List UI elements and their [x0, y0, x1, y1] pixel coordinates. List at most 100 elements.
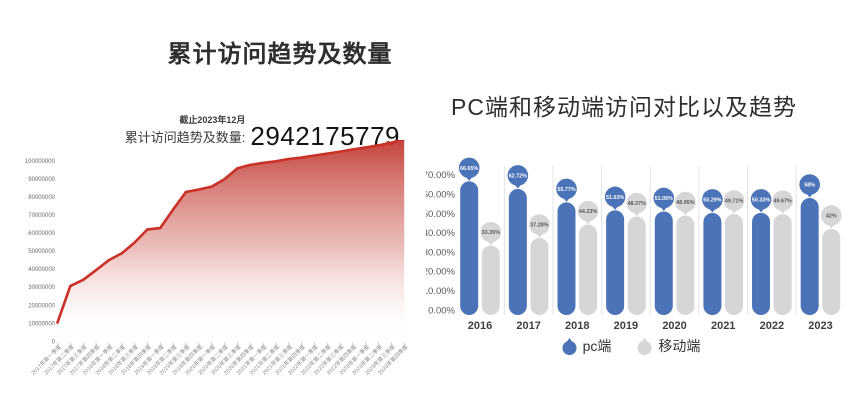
value-balloon	[750, 189, 772, 210]
value-label: 50.29%	[703, 197, 721, 203]
balloon-tail	[562, 196, 571, 202]
mobile-bar	[773, 214, 792, 315]
value-balloon	[723, 190, 745, 211]
right-y-tick: 60.00%	[426, 190, 456, 201]
value-balloon	[529, 214, 550, 235]
right-y-tick: 70.00%	[426, 170, 456, 181]
balloon-tail	[486, 240, 495, 246]
mobile-bar	[579, 224, 598, 315]
mobile-bar	[530, 238, 549, 315]
year-label: 2018	[565, 320, 589, 332]
pc-bar	[703, 212, 722, 315]
year-label: 2023	[808, 320, 832, 332]
left-y-tick: 90000000	[28, 177, 55, 183]
value-label: 50.33%	[752, 197, 770, 203]
balloon-tail	[513, 183, 522, 189]
stat-label: 累计访问趋势及数量:	[124, 130, 246, 145]
balloon-tail	[778, 208, 787, 214]
value-balloon	[675, 191, 696, 213]
left-chart-title: 累计访问趋势及数量	[167, 41, 393, 68]
pc-bar	[800, 198, 819, 315]
year-label: 2019	[614, 320, 638, 332]
balloon-tail	[659, 205, 668, 211]
right-y-tick: 40.00%	[426, 228, 456, 239]
legend-label-pc: pc端	[582, 338, 612, 354]
balloon-tail	[584, 219, 593, 225]
left-y-tick: 70000000	[28, 213, 55, 219]
legend-label-mobile: 移动端	[658, 338, 701, 354]
pc-bar	[460, 181, 479, 315]
legend-item-mobile[interactable]: 移动端	[637, 336, 700, 356]
value-label: 58%	[804, 182, 815, 188]
balloon-tail	[757, 207, 766, 213]
value-balloon	[577, 200, 599, 222]
legend-item-pc[interactable]: pc端	[562, 336, 612, 356]
left-y-tick: 30000000	[28, 285, 55, 291]
value-label: 49.67%	[773, 199, 791, 205]
left-y-tick: 80000000	[28, 195, 55, 201]
left-y-tick: 20000000	[28, 303, 55, 309]
left-y-tick: 100000000	[25, 159, 56, 165]
right-y-tick: 0.00%	[428, 305, 455, 316]
left-y-tick: 10000000	[28, 321, 55, 327]
value-balloon	[626, 192, 648, 214]
balloon-tail	[632, 211, 641, 217]
balloon-tail	[535, 232, 544, 238]
mobile-bar	[676, 215, 695, 315]
pc-bar	[752, 212, 771, 315]
left-y-tick: 50000000	[28, 249, 55, 255]
year-label: 2021	[711, 320, 735, 332]
balloon-tail	[827, 223, 836, 229]
value-balloon	[458, 157, 480, 179]
pc-bar	[654, 211, 673, 315]
value-label: 33.35%	[482, 230, 500, 236]
value-balloon	[702, 189, 723, 210]
left-y-tick: 40000000	[28, 267, 55, 273]
balloon-tail	[681, 210, 690, 216]
pc-bar	[508, 188, 527, 315]
value-balloon	[556, 178, 577, 200]
stat-total-value: 2942175779	[250, 120, 400, 151]
mobile-bar	[822, 228, 841, 315]
cumulative-stat-block: 截止2023年12月 累计访问趋势及数量: 2942175779	[124, 113, 400, 151]
value-balloon	[820, 205, 842, 226]
value-balloon	[507, 165, 529, 186]
area-series	[57, 140, 405, 342]
right-chart-title: PC端和移动端访问对比以及趋势	[451, 94, 797, 120]
value-label: 42%	[826, 213, 837, 219]
balloon-tail	[465, 175, 474, 181]
value-balloon	[653, 187, 675, 209]
left-y-tick: 60000000	[28, 231, 55, 237]
right-y-tick: 30.00%	[426, 247, 456, 258]
value-label: 48.95%	[676, 200, 694, 206]
value-label: 48.37%	[628, 201, 646, 207]
mobile-bar	[481, 245, 500, 315]
balloon-tail	[805, 192, 814, 198]
pc-drop-icon	[562, 337, 577, 355]
right-y-tick: 50.00%	[426, 209, 456, 220]
value-balloon	[480, 221, 502, 243]
balloon-tail	[611, 204, 620, 210]
year-label: 2022	[760, 320, 784, 332]
stat-asof-date: 截止2023年12月	[179, 115, 246, 125]
value-balloon	[772, 190, 793, 211]
year-label: 2017	[516, 320, 540, 332]
right-y-tick: 20.00%	[426, 267, 456, 278]
mobile-bar	[627, 216, 646, 315]
value-label: 55.77%	[557, 187, 575, 193]
year-label: 2016	[468, 320, 492, 332]
trend-line	[56, 140, 406, 324]
pc-mobile-bar-chart: 70.00% 60.00% 50.00% 40.00% 30.00% 20.00% 10.0…	[426, 157, 842, 332]
pc-bar	[606, 210, 625, 315]
cumulative-area-chart: 100000000 90000000 80000000 70000000 6000000…	[25, 140, 410, 377]
value-label: 66.65%	[460, 166, 478, 172]
legend: pc端 移动端	[426, 336, 836, 356]
mobile-drop-icon	[637, 337, 652, 355]
value-label: 62.72%	[509, 173, 527, 179]
value-label: 44.23%	[579, 209, 597, 215]
balloon-tail	[708, 207, 717, 213]
value-label: 51.63%	[606, 195, 624, 201]
value-label: 49.71%	[725, 198, 743, 204]
value-balloon	[799, 174, 820, 195]
